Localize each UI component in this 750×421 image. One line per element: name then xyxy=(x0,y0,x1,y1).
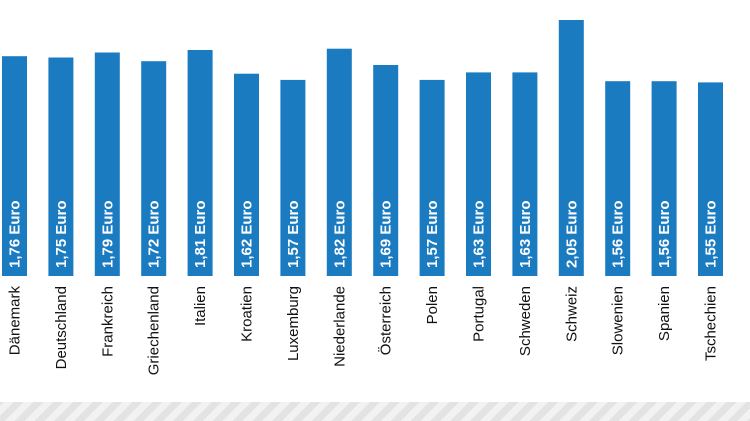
bar-value-label: 1,62 Euro xyxy=(239,200,256,268)
bar xyxy=(558,20,584,276)
bar-value-label: 1,81 Euro xyxy=(192,200,209,268)
bar xyxy=(373,65,399,276)
category-label: Schweden xyxy=(517,286,534,356)
category-label: Dänemark xyxy=(7,286,24,356)
category-label: Portugal xyxy=(471,286,488,342)
bar xyxy=(48,57,74,276)
category-label: Frankreich xyxy=(99,286,116,357)
bar-value-label: 1,63 Euro xyxy=(471,200,488,268)
bar xyxy=(141,61,167,277)
bar xyxy=(234,73,259,276)
category-label: Polen xyxy=(424,286,441,324)
bar-value-label: 1,56 Euro xyxy=(610,200,627,268)
bar xyxy=(512,72,538,277)
bar-value-label: 1,63 Euro xyxy=(517,200,534,268)
bar-value-label: 1,75 Euro xyxy=(53,200,70,268)
bar xyxy=(280,79,306,277)
bar xyxy=(651,81,677,276)
bar xyxy=(466,72,491,277)
category-label: Griechenland xyxy=(146,286,163,375)
bar-value-label: 1,76 Euro xyxy=(7,200,24,268)
bar xyxy=(187,50,213,276)
bar-value-label: 2,05 Euro xyxy=(563,200,580,268)
bar-value-label: 1,72 Euro xyxy=(146,200,163,268)
bar-value-label: 1,82 Euro xyxy=(331,200,348,268)
bar xyxy=(326,48,352,277)
category-label: Luxemburg xyxy=(285,286,302,361)
category-label: Kroatien xyxy=(239,286,256,342)
bar-value-label: 1,57 Euro xyxy=(424,200,441,268)
category-label: Deutschland xyxy=(53,286,70,369)
bar-value-label: 1,56 Euro xyxy=(656,200,673,268)
category-label: Österreich xyxy=(377,286,395,355)
category-label: Italien xyxy=(192,286,209,326)
bar xyxy=(2,56,27,277)
category-label: Niederlande xyxy=(331,286,348,367)
bar xyxy=(698,82,723,277)
footer-stripe-band xyxy=(0,402,750,421)
category-label: Slowenien xyxy=(610,286,627,355)
bar-value-label: 1,79 Euro xyxy=(99,200,116,268)
bar xyxy=(94,52,120,276)
category-label: Schweiz xyxy=(563,286,580,342)
bar-value-label: 1,69 Euro xyxy=(378,200,395,268)
category-label: Spanien xyxy=(656,286,673,341)
bar-value-label: 1,55 Euro xyxy=(703,200,720,268)
bar xyxy=(605,81,631,276)
bar-value-label: 1,57 Euro xyxy=(285,200,302,268)
bar xyxy=(419,79,445,277)
category-label: Tschechien xyxy=(703,286,720,361)
